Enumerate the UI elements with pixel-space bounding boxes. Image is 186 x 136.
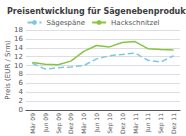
svg-text:10: 10	[14, 62, 23, 70]
svg-text:Mär 11: Mär 11	[132, 113, 139, 134]
svg-text:4: 4	[18, 88, 23, 96]
svg-text:Preisentwicklung für Sägeneben: Preisentwicklung für Sägenebenprodukte	[7, 7, 186, 16]
svg-text:Dez 10: Dez 10	[119, 113, 126, 134]
svg-text:Sägespäne: Sägespäne	[46, 19, 85, 27]
svg-text:Hackschnitzel: Hackschnitzel	[111, 19, 159, 27]
svg-text:18: 18	[14, 26, 23, 34]
svg-text:0: 0	[18, 106, 22, 114]
svg-text:Dez 09: Dez 09	[67, 113, 74, 134]
svg-text:Preis (EUR / Srm): Preis (EUR / Srm)	[4, 40, 12, 100]
svg-text:2: 2	[18, 97, 22, 105]
svg-text:12: 12	[14, 53, 23, 61]
svg-text:Sep 10: Sep 10	[106, 113, 114, 134]
svg-text:Sep 09: Sep 09	[55, 113, 63, 134]
svg-text:14: 14	[14, 44, 23, 52]
svg-text:Jun 11: Jun 11	[144, 113, 152, 133]
svg-text:8: 8	[18, 70, 22, 78]
svg-text:Dez 11: Dez 11	[170, 113, 177, 134]
svg-text:Sep 11: Sep 11	[157, 113, 165, 134]
svg-text:6: 6	[18, 79, 23, 87]
svg-text:Mär 09: Mär 09	[29, 113, 36, 134]
svg-text:16: 16	[14, 35, 23, 43]
svg-text:Jun 10: Jun 10	[93, 113, 101, 133]
svg-text:Jun 09: Jun 09	[42, 113, 50, 133]
svg-text:Mär 10: Mär 10	[80, 113, 87, 134]
